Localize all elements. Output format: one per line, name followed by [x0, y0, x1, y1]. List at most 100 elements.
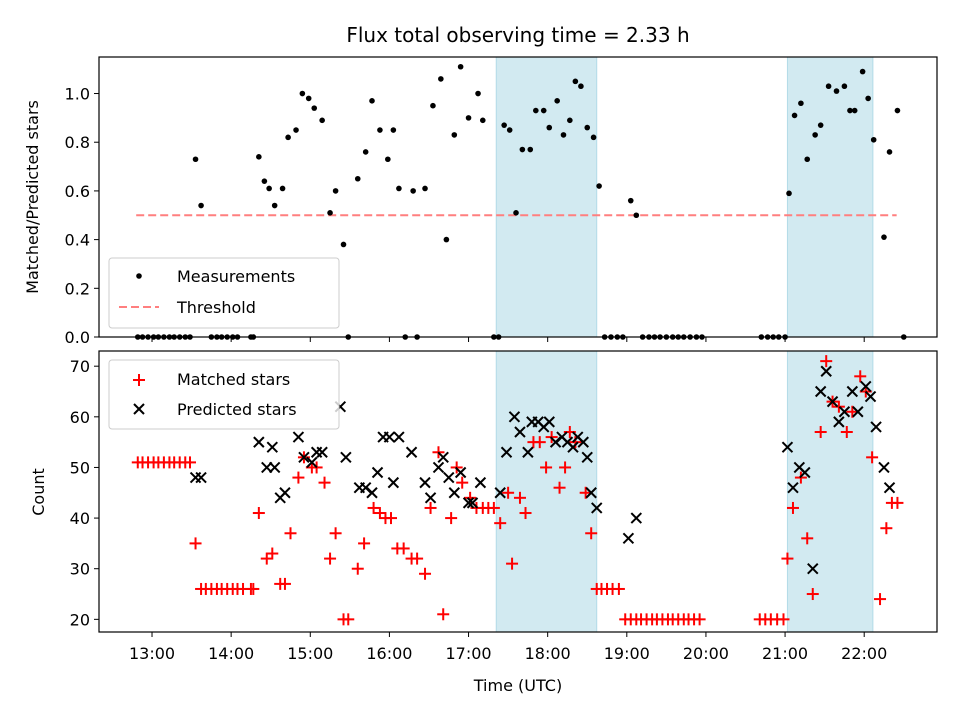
predicted-star-point	[419, 476, 431, 489]
top-axes-frame	[98, 56, 938, 338]
matched-star-point	[351, 562, 364, 575]
bottom-shaded-span-0	[495, 350, 598, 633]
predicted-star-point-b	[561, 436, 574, 448]
matched-star-point	[437, 608, 450, 621]
measurement-point	[266, 185, 272, 192]
measurement-point	[596, 183, 602, 189]
predicted-star-point-b	[298, 451, 310, 464]
x-tick-label: 16:00	[366, 644, 412, 663]
predicted-star-point-b	[787, 481, 799, 494]
predicted-star-point-b	[820, 365, 832, 377]
measurement-point	[327, 210, 333, 216]
predicted-star-point-b	[572, 431, 584, 443]
matched-star-point	[820, 355, 833, 368]
predicted-star-point-b	[846, 385, 859, 398]
measurement-point	[841, 83, 848, 90]
measurement-point	[457, 63, 464, 70]
matched-star-point	[513, 491, 526, 504]
predicted-star-point	[387, 476, 400, 489]
measurement-points	[134, 63, 907, 340]
predicted-star-point	[581, 451, 593, 464]
measurement-point	[261, 178, 268, 184]
predicted-star-point-b	[532, 416, 544, 428]
predicted-star-point	[253, 436, 265, 448]
matched-star-point	[559, 461, 572, 474]
matched-star-point	[384, 512, 397, 525]
predicted-star-point	[393, 431, 405, 443]
predicted-star-point	[846, 385, 859, 398]
matched-star-point	[184, 456, 197, 469]
x-tick-label: 19:00	[604, 644, 650, 663]
matched-star-point	[777, 613, 790, 626]
predicted-star-point-b	[405, 446, 418, 458]
measurement-point	[438, 76, 444, 82]
x-tick-label: 18:00	[525, 644, 571, 663]
bottom-shaded-span-1	[786, 350, 874, 633]
measurement-point	[833, 88, 840, 94]
x-tick-label: 22:00	[841, 644, 887, 663]
measurement-point	[293, 127, 299, 133]
predicted-star-point-b	[419, 476, 431, 489]
measurement-point	[791, 112, 798, 119]
predicted-star-point	[306, 456, 318, 469]
matched-star-point	[840, 426, 853, 439]
predicted-star-point-b	[424, 492, 437, 504]
predicted-star-point-b	[366, 487, 378, 499]
predicted-star-point	[266, 441, 279, 453]
matched-star-point	[424, 501, 437, 514]
legend-measurements-marker	[136, 273, 142, 279]
measurement-point	[501, 122, 507, 128]
matched-star-point	[342, 613, 355, 626]
top-x-ticks	[151, 337, 865, 342]
predicted-star-point	[462, 497, 475, 509]
measurement-point	[817, 122, 824, 128]
matched-star-point	[292, 471, 305, 484]
predicted-star-point-b	[494, 487, 506, 499]
top-y-tick-label: 0.0	[65, 328, 90, 347]
matched-star-point	[397, 542, 410, 555]
predicted-star-point-b	[781, 441, 794, 453]
measurement-point	[451, 132, 458, 138]
predicted-star-point	[870, 421, 882, 433]
bottom-shaded-spans	[495, 350, 874, 633]
measurement-point	[560, 132, 567, 138]
matched-star-point	[278, 577, 291, 590]
bottom-y-tick-label: 70	[70, 357, 90, 376]
measurement-point	[590, 134, 597, 141]
bottom-y-axis-label: Count	[29, 468, 48, 516]
measurement-point	[475, 90, 481, 97]
predicted-star-point-b	[454, 466, 467, 479]
bottom-panel: 20 30 40 50 60 70 13:00 14:00 15:00 16:00 17:00 18…	[29, 350, 938, 695]
measurement-point	[311, 105, 318, 111]
predicted-star-point-b	[359, 481, 372, 494]
measurement-point	[340, 241, 347, 248]
measurement-point	[443, 236, 450, 243]
predicted-star-point-b	[543, 416, 555, 428]
measurement-point	[584, 124, 591, 131]
predicted-star-point-b	[883, 481, 896, 494]
matched-star-point	[260, 552, 273, 565]
top-shaded-span-1	[786, 56, 874, 338]
measurement-point	[271, 202, 278, 209]
matched-star-point	[411, 552, 424, 565]
bottom-y-tick-label: 50	[70, 458, 90, 477]
measurement-point	[519, 146, 526, 153]
measurement-point	[859, 68, 866, 75]
measurement-point	[847, 107, 853, 114]
predicted-star-point	[500, 446, 513, 458]
matched-star-point	[786, 501, 799, 514]
measurement-point	[385, 156, 391, 163]
predicted-star-point-b	[852, 406, 864, 418]
legend-threshold-label: Threshold	[176, 298, 256, 317]
predicted-star-point	[833, 416, 845, 428]
measurement-point	[881, 234, 887, 240]
measurement-point	[256, 154, 262, 160]
legend-predicted-marker	[133, 403, 145, 415]
top-y-tick-label: 1.0	[65, 85, 90, 104]
matched-star-point	[806, 588, 819, 601]
predicted-star-point-b	[462, 497, 475, 509]
bottom-y-ticks: 20 30 40 50 60 70	[70, 357, 99, 629]
measurement-point	[546, 124, 553, 131]
predicted-star-point	[508, 411, 521, 423]
matched-star-point	[814, 426, 827, 439]
